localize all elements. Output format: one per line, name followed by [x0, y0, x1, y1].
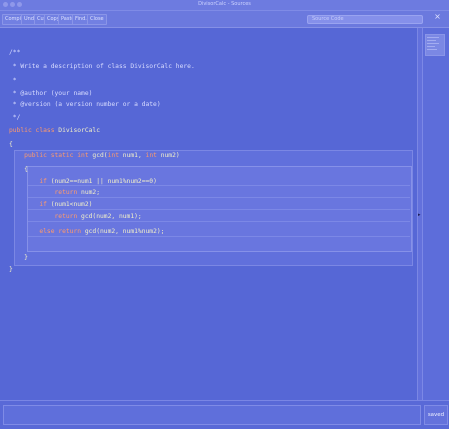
- code-line[interactable]: {: [9, 141, 13, 148]
- code-line[interactable]: }: [9, 266, 13, 273]
- window-title: DivisorCalc - Sources: [198, 1, 251, 7]
- code-line[interactable]: else return gcd(num2, num1%num2);: [39, 228, 165, 235]
- code-line[interactable]: return num2;: [54, 189, 101, 196]
- code-line[interactable]: /**: [9, 49, 21, 56]
- overview-line: [427, 37, 439, 38]
- code-line[interactable]: * @author (your name): [9, 90, 93, 97]
- close-button[interactable]: Close: [87, 14, 107, 25]
- overview-line: [427, 40, 436, 41]
- toolbar: Compile Undo Cut Copy Paste Find... Clos…: [0, 11, 449, 28]
- line-separator: [28, 209, 410, 210]
- line-separator: [28, 221, 410, 222]
- code-line[interactable]: }: [9, 254, 28, 261]
- overview-line: [427, 43, 439, 44]
- code-line[interactable]: *: [9, 77, 17, 84]
- code-line[interactable]: {: [9, 166, 28, 173]
- code-line[interactable]: public static int gcd(int num1, int num2…: [24, 152, 180, 159]
- overview-viewport[interactable]: [425, 34, 445, 56]
- overview-line: [427, 46, 435, 47]
- code-line[interactable]: return gcd(num2, num1);: [54, 213, 142, 220]
- line-separator: [28, 197, 410, 198]
- code-line[interactable]: if (num2==num1 || num1%num2==0): [39, 178, 157, 185]
- vertical-scrollbar[interactable]: [417, 28, 423, 400]
- code-overview[interactable]: [422, 28, 449, 400]
- zoom-window-icon[interactable]: [17, 2, 22, 7]
- title-bar: DivisorCalc - Sources: [0, 0, 449, 11]
- close-icon[interactable]: ×: [434, 12, 441, 21]
- code-line[interactable]: */: [9, 114, 21, 121]
- minimize-window-icon[interactable]: [10, 2, 15, 7]
- line-separator: [28, 236, 410, 237]
- source-select[interactable]: Source Code: [307, 15, 423, 24]
- code-line[interactable]: * @version (a version number or a date): [9, 101, 161, 108]
- close-window-icon[interactable]: [3, 2, 8, 7]
- line-separator: [28, 185, 410, 186]
- code-line[interactable]: public class DivisorCalc: [9, 127, 101, 134]
- scroll-marker-icon: ▸: [418, 212, 421, 218]
- code-line[interactable]: * Write a description of class DivisorCa…: [9, 63, 195, 70]
- overview-line: [427, 49, 437, 50]
- status-message: [3, 405, 421, 425]
- code-line[interactable]: if (num1<num2): [39, 201, 93, 208]
- saved-indicator: saved: [424, 405, 448, 425]
